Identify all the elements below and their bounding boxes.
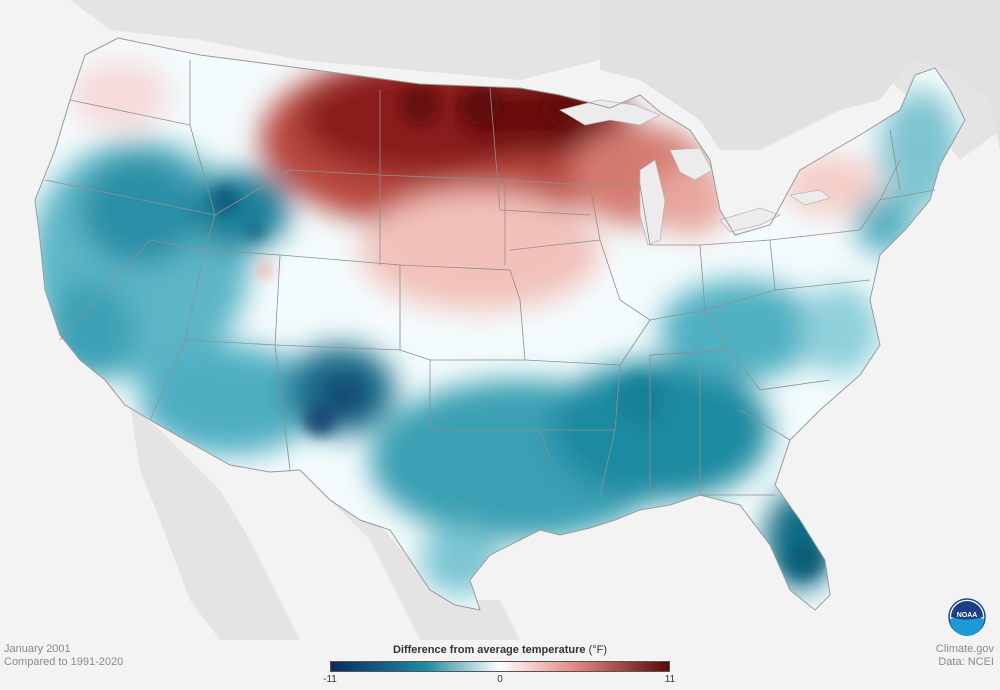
legend-tick-min: -11 — [323, 674, 337, 685]
anomaly-map — [0, 0, 1000, 640]
state-boundaries — [34, 37, 966, 611]
caption-left: January 2001 Compared to 1991-2020 — [4, 643, 123, 669]
legend-color-bar — [330, 661, 670, 672]
legend-title: Difference from average temperature (°F) — [320, 644, 680, 656]
noaa-logo-text: NOAA — [957, 612, 978, 619]
baseline-note: Compared to 1991-2020 — [4, 656, 124, 668]
color-legend: Difference from average temperature (°F)… — [320, 644, 680, 690]
caption-right: Climate.gov Data: NCEI — [936, 643, 994, 669]
legend-tick-max: 11 — [664, 674, 676, 685]
legend-tick-zero: 0 — [497, 674, 503, 685]
data-source: Data: NCEI — [938, 656, 994, 668]
noaa-logo-icon: NOAA — [948, 598, 986, 636]
legend-title-text: Difference from average temperature — [392, 644, 586, 656]
map-date: January 2001 — [4, 643, 71, 655]
credit-text: Climate.gov — [935, 643, 994, 655]
legend-unit: (°F) — [588, 644, 608, 656]
